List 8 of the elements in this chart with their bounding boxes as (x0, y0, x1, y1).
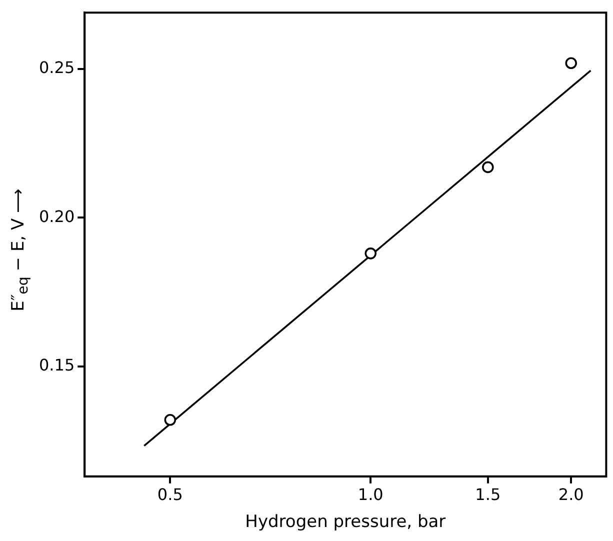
y-tick-label: 0.25 (39, 58, 75, 78)
x-tick-label: 0.5 (157, 485, 183, 504)
x-tick-label: 2.0 (558, 485, 584, 504)
x-tick-label: 1.5 (475, 485, 501, 504)
x-tick-label: 1.0 (358, 485, 384, 504)
y-tick-label: 0.20 (39, 206, 75, 226)
y-tick-label: 0.15 (39, 356, 75, 375)
x-axis-title: Hydrogen pressure, bar (245, 512, 446, 532)
